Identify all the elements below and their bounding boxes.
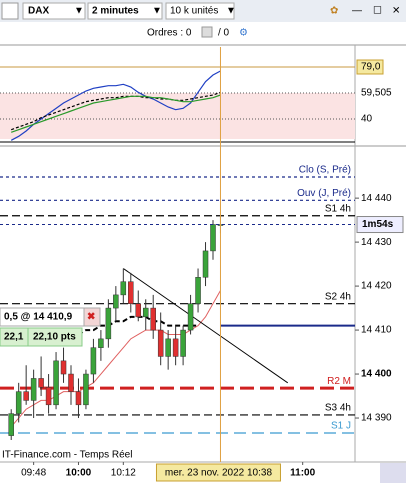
candle-body <box>8 413 14 436</box>
size-select[interactable] <box>165 2 235 20</box>
trendline <box>123 268 289 384</box>
cancel-button[interactable] <box>83 307 101 327</box>
y-tick-label: 14 420 <box>361 281 392 292</box>
price-panel: 14 440 14 430 14 420 14 410 14 400 14 390 09:4… <box>0 165 404 479</box>
candle-body <box>105 307 112 340</box>
size: 10 k unités <box>170 6 218 17</box>
dropdown-arrow: ▼ <box>226 6 236 17</box>
candle-body <box>15 391 22 414</box>
x-tick-label: 09:48 <box>21 468 46 479</box>
symbol: DAX <box>28 6 49 17</box>
close[interactable]: ✕ <box>392 6 400 17</box>
candle-body <box>23 391 29 401</box>
candle-body <box>68 373 74 392</box>
indicator-tick-label: 59,505 <box>361 88 392 99</box>
candle-body <box>90 347 97 375</box>
dropdown-arrow: ▼ <box>152 6 162 17</box>
x-tick-label: 10:12 <box>111 468 136 479</box>
orders-icon[interactable] <box>201 26 213 38</box>
level-label: S3 4h <box>325 403 351 414</box>
minimize[interactable]: — <box>352 6 362 17</box>
indicator-line <box>11 91 221 131</box>
candle-body <box>172 338 179 357</box>
points: 22,1 <box>4 332 24 343</box>
points-label: 22,10 pts <box>33 332 76 343</box>
candle-body <box>187 303 194 331</box>
crosshair-label: mer. 23 nov. 2022 10:38 <box>165 468 273 479</box>
candle-body <box>98 338 104 348</box>
level-label: S2 4h <box>325 291 351 302</box>
indicator-tick-label: 79,0 <box>361 62 381 73</box>
y-tick-label: 14 410 <box>361 325 392 336</box>
y-tick-label: 14 430 <box>361 237 392 248</box>
candle-body <box>38 378 44 388</box>
candle-body <box>210 224 216 252</box>
level-label: Clo (S, Pré) <box>299 165 351 176</box>
settings-icon[interactable]: ✿ <box>330 6 338 17</box>
current-price-label: 1m54s <box>362 219 394 230</box>
candle-body <box>157 329 164 357</box>
candle-body <box>135 303 142 318</box>
orders-slash: / 0 <box>218 28 230 39</box>
current-price-box <box>356 216 404 234</box>
x-tick-label: 11:00 <box>290 468 315 479</box>
order-ticket: 0,5 @ 14 410,9 ✖ 22,1 22,10 pts <box>0 307 101 347</box>
candle-body <box>75 391 82 406</box>
candle-body <box>128 281 134 304</box>
points-label-box <box>27 327 83 347</box>
level-label: S1 4h <box>325 203 351 214</box>
symbol-select[interactable] <box>22 2 86 20</box>
candle-body <box>150 307 156 331</box>
y-tick-label: 14 440 <box>361 193 392 204</box>
footer: IT-Finance.com - Temps Réel <box>2 450 132 461</box>
indicator-label-box <box>356 59 384 75</box>
candle-body <box>142 307 149 318</box>
orders-label: Ordres : 0 <box>147 28 192 39</box>
corner-box <box>380 463 406 483</box>
y-tick-label: 14 400 <box>361 369 392 380</box>
chart-icon[interactable] <box>1 2 19 20</box>
maximize[interactable]: ☐ <box>373 6 382 17</box>
level-label: Ouv (J, Pré) <box>297 188 351 199</box>
candle-body <box>113 294 119 309</box>
candle-body <box>83 373 89 406</box>
crosshair-label-box <box>155 463 281 482</box>
candle-body <box>30 378 37 401</box>
timeframe-select[interactable] <box>87 2 163 20</box>
cancel-icon: ✖ <box>87 312 95 323</box>
x-tick-label: 10:00 <box>66 468 92 479</box>
orders-gear[interactable]: ⚙ <box>239 28 248 39</box>
indicator-panel: 79,0 59,505 40 <box>0 59 392 143</box>
order-text: 0,5 @ 14 410,9 <box>4 312 73 323</box>
candle-body <box>165 338 171 357</box>
candle-body <box>195 277 201 304</box>
timeframe: 2 minutes <box>92 6 139 17</box>
indicator-tick-label: 40 <box>361 114 373 125</box>
level-label: R2 M <box>327 376 351 387</box>
candle-body <box>60 360 67 375</box>
indicator-line <box>11 94 221 133</box>
candle-body <box>45 386 52 406</box>
level-label: S1 J <box>331 421 351 432</box>
y-tick-label: 14 390 <box>361 413 392 424</box>
candle-body <box>53 360 59 406</box>
dropdown-arrow: ▼ <box>74 6 84 17</box>
candle-body <box>120 281 127 296</box>
candle-body <box>202 250 209 278</box>
candle-body <box>180 329 186 357</box>
